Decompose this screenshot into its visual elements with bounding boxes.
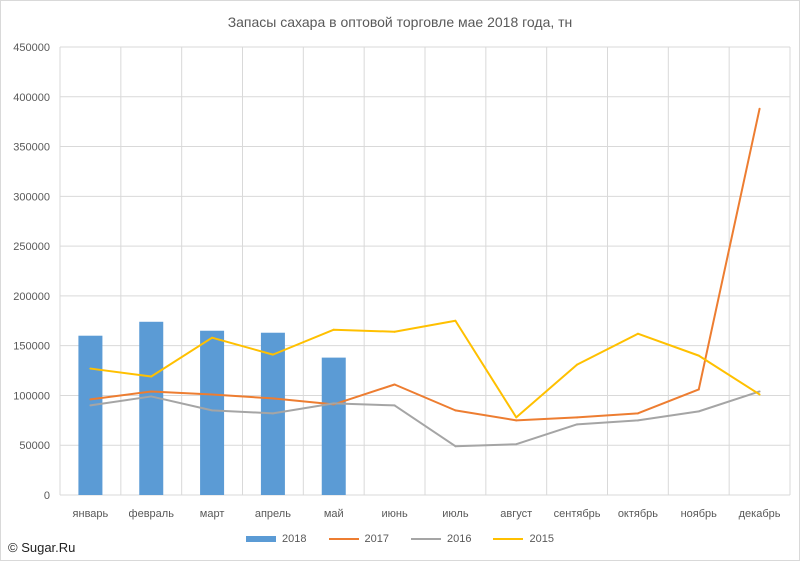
point-2017 [636, 412, 639, 415]
line-series [89, 107, 761, 448]
bar-2018 [200, 330, 225, 495]
x-tick-label: март [200, 508, 225, 520]
chart-title: Запасы сахара в оптовой торговле мае 201… [227, 14, 573, 30]
x-tick-label: октябрь [618, 508, 658, 520]
x-tick-label: август [500, 508, 532, 520]
point-2017 [758, 107, 761, 110]
point-2015 [211, 336, 214, 339]
point-2017 [697, 388, 700, 391]
point-2016 [515, 443, 518, 446]
x-tick-label: май [324, 508, 344, 520]
legend-swatch-2017 [328, 538, 359, 540]
point-2016 [150, 395, 153, 398]
point-2016 [576, 423, 579, 426]
y-tick-label: 200000 [13, 291, 50, 303]
line-series-2016 [90, 390, 760, 448]
line-series-2017 [90, 108, 761, 422]
point-2016 [636, 419, 639, 422]
point-2016 [697, 410, 700, 413]
y-tick-label: 300000 [13, 191, 50, 203]
y-tick-label: 150000 [13, 341, 50, 353]
point-2015 [758, 393, 761, 396]
line-series-2015 [90, 319, 761, 419]
legend: 2018 2017 2016 2015 [0, 533, 800, 545]
point-2016 [211, 409, 214, 412]
x-tick-label: апрель [255, 508, 291, 520]
legend-item-2017: 2017 [328, 533, 389, 545]
y-axis-ticks: 0 50000 100000 150000 200000 250000 300000 3500… [13, 42, 50, 502]
point-2015 [393, 330, 396, 333]
point-2016 [332, 402, 335, 405]
x-tick-label: сентябрь [554, 508, 601, 520]
x-tick-label: январь [73, 508, 109, 520]
y-tick-label: 400000 [13, 92, 50, 104]
x-tick-label: февраль [129, 508, 175, 520]
legend-label-2016: 2016 [447, 533, 472, 545]
y-tick-label: 450000 [13, 42, 50, 54]
point-2016 [393, 404, 396, 407]
point-2017 [211, 393, 214, 396]
point-2015 [332, 328, 335, 331]
point-2016 [89, 404, 92, 407]
y-tick-label: 100000 [13, 390, 50, 402]
point-2015 [697, 354, 700, 357]
bar-2018 [78, 335, 103, 495]
point-2015 [636, 332, 639, 335]
legend-swatch-2016 [411, 538, 441, 540]
y-tick-label: 0 [44, 490, 50, 502]
point-2017 [89, 398, 92, 401]
point-2017 [150, 390, 153, 393]
credit-text: © Sugar.Ru [8, 540, 76, 555]
bar-series [78, 321, 346, 495]
legend-item-2016: 2016 [411, 533, 471, 545]
gridlines [59, 46, 791, 496]
bar-2018 [321, 357, 346, 495]
x-tick-label: декабрь [739, 508, 781, 520]
legend-swatch-2018 [246, 536, 277, 542]
legend-swatch-2015 [493, 538, 524, 540]
point-2015 [515, 416, 518, 419]
point-2015 [454, 319, 457, 322]
point-2017 [271, 397, 274, 400]
point-2016 [758, 390, 761, 393]
point-2015 [150, 375, 153, 378]
point-2016 [454, 445, 457, 448]
legend-item-2018: 2018 [246, 533, 307, 545]
point-2015 [89, 367, 92, 370]
x-tick-label: июль [442, 508, 469, 520]
y-tick-label: 350000 [13, 142, 50, 154]
point-2017 [576, 416, 579, 419]
point-2015 [271, 353, 274, 356]
legend-item-2015: 2015 [493, 533, 554, 545]
x-tick-label: ноябрь [681, 508, 718, 520]
point-2015 [576, 363, 579, 366]
point-2016 [271, 412, 274, 415]
y-tick-label: 250000 [13, 241, 50, 253]
point-2017 [393, 383, 396, 386]
bar-2018 [139, 321, 164, 495]
legend-label-2018: 2018 [282, 533, 307, 545]
x-tick-label: июнь [381, 508, 407, 520]
point-2017 [454, 409, 457, 412]
legend-label-2017: 2017 [364, 533, 389, 545]
point-2017 [515, 419, 518, 422]
y-tick-label: 50000 [19, 440, 50, 452]
legend-label-2015: 2015 [529, 533, 554, 545]
x-axis-ticks: январь февраль март апрель май июнь июль август… [73, 508, 781, 520]
